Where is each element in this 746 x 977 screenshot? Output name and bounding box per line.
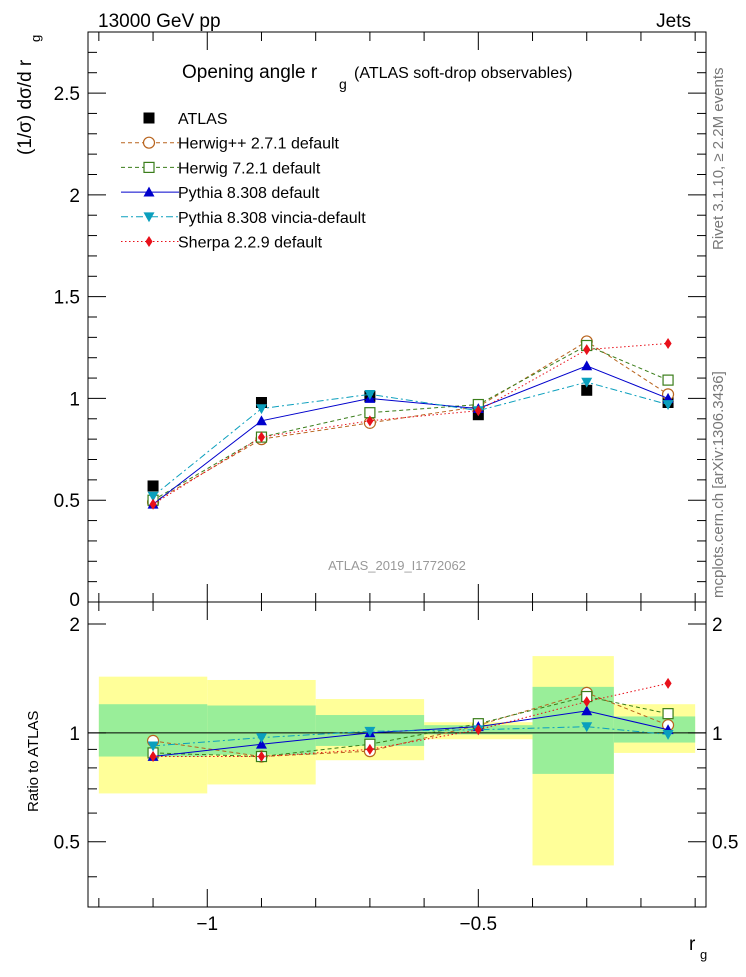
main-point-pythia-8-308-vincia-default (581, 377, 593, 388)
main-plot-panel: ATLAS_2019_I1772062 0.5 1 1.5 2 2.5 0 Opening… (15, 31, 707, 611)
legend-label-atlas: ATLAS (178, 111, 228, 128)
legend-label-herwig-2-7-1-default: Herwig++ 2.7.1 default (178, 136, 340, 153)
ratio-plot-panel: 0.5 0.5 1 1 2 2 −1 −0.5 Ratio to ATLAS r g (25, 601, 738, 962)
main-y-tick-label: 1.5 (54, 288, 80, 309)
legend-marker-sherpa-2-2-9-default (145, 236, 153, 247)
main-line-herwig-7-2-1-default (152, 344, 669, 501)
ratio-point-sherpa-2-2-9-default (149, 751, 157, 763)
legend-marker-herwig-2-7-1-default (142, 136, 156, 149)
plot-title: Opening angle r (182, 62, 318, 83)
plot-title-main: Opening angle r (182, 62, 318, 83)
x-axis-label: r (689, 934, 696, 955)
main-line-pythia-8-308-default (152, 365, 669, 505)
main-point-sherpa-2-2-9-default (583, 344, 591, 356)
ratio-line-pythia-8-308-default (152, 710, 669, 758)
main-y-tick-label: 2 (69, 186, 80, 207)
legend-label-sherpa-2-2-9-default: Sherpa 2.2.9 default (178, 235, 323, 252)
ratio-y-tick-label-right: 1 (712, 724, 723, 745)
ratio-point-sherpa-2-2-9-default (366, 743, 374, 755)
ratio-y-tick-label: 0.5 (54, 833, 80, 854)
main-point-pythia-8-308-vincia-default (364, 389, 376, 400)
main-series-group (146, 335, 675, 510)
main-point-atlas (147, 480, 159, 492)
main-point-atlas (581, 384, 593, 396)
legend-label-pythia-8-308-default: Pythia 8.308 default (178, 185, 320, 202)
process-label: Jets (656, 11, 691, 32)
plot-title-suffix: (ATLAS soft-drop observables) (354, 65, 572, 82)
ratio-point-sherpa-2-2-9-default (257, 751, 266, 763)
main-point-pythia-8-308-vincia-default (662, 400, 674, 411)
main-y-axis-label-subscript: g (28, 35, 43, 42)
ratio-point-pythia-8-308-vincia-default (147, 741, 159, 752)
ratio-point-pythia-8-308-vincia-default (364, 726, 376, 737)
legend-marker-pythia-8-308-vincia-default (143, 212, 155, 223)
ratio-point-pythia-8-308-vincia-default (255, 733, 267, 744)
x-tick-label: −1 (196, 914, 218, 935)
legend: ATLAS Herwig++ 2.7.1 default Herwig 7.2.1 … (121, 111, 366, 252)
ratio-axis-ticks: 0.5 0.5 1 1 2 2 −1 −0.5 (54, 602, 738, 935)
ratio-point-sherpa-2-2-9-default (664, 677, 672, 689)
ratio-band-green (532, 686, 614, 774)
plot-title-subscript: g (339, 76, 347, 92)
ratio-series-group (146, 677, 675, 763)
main-y-axis-label: (1/σ) dσ/d r (15, 59, 36, 155)
x-tick-label: −0.5 (460, 914, 498, 935)
ratio-y-tick-label-right: 2 (712, 615, 723, 636)
main-point-pythia-8-308-default (581, 360, 593, 371)
main-line-sherpa-2-2-9-default (152, 342, 669, 505)
ratio-line-pythia-8-308-vincia-default (153, 726, 669, 747)
main-point-pythia-8-308-default (255, 415, 267, 426)
energy-label: 13000 GeV pp (98, 11, 221, 32)
main-point-sherpa-2-2-9-default (257, 431, 266, 443)
ratio-y-tick-label-right: 0.5 (712, 833, 738, 854)
ratio-point-herwig-7-2-1-default (662, 708, 674, 720)
ratio-plot-frame (87, 601, 707, 908)
main-y-tick-label: 1 (69, 389, 80, 410)
legend-marker-pythia-8-308-default (143, 186, 155, 197)
ratio-y-tick-label: 1 (69, 724, 80, 745)
legend-marker-atlas (143, 112, 155, 124)
main-y-tick-label: 2.5 (54, 84, 80, 105)
main-y-tick-label: 0.5 (54, 491, 80, 512)
ratio-uncertainty-bands (98, 656, 696, 866)
main-point-sherpa-2-2-9-default (474, 405, 482, 417)
legend-label-pythia-8-308-vincia-default: Pythia 8.308 vincia-default (178, 210, 366, 227)
main-point-sherpa-2-2-9-default (664, 337, 672, 349)
legend-marker-herwig-7-2-1-default (143, 161, 155, 173)
ratio-point-sherpa-2-2-9-default (583, 696, 591, 708)
main-line-herwig-2-7-1-default (152, 340, 669, 503)
main-point-sherpa-2-2-9-default (366, 415, 374, 427)
mcplots-label: mcplots.cern.ch [arXiv:1306.3436] (710, 371, 727, 598)
ratio-point-sherpa-2-2-9-default (474, 724, 482, 736)
main-axis-ticks: 0.5 1 1.5 2 2.5 0 (54, 32, 706, 611)
ratio-point-pythia-8-308-vincia-default (581, 722, 593, 733)
main-point-sherpa-2-2-9-default (149, 498, 157, 510)
main-point-pythia-8-308-vincia-default (255, 404, 267, 415)
legend-label-herwig-7-2-1-default: Herwig 7.2.1 default (178, 160, 321, 177)
main-line-pythia-8-308-vincia-default (152, 381, 669, 497)
ratio-y-tick-label: 2 (69, 615, 80, 636)
plot-watermark: ATLAS_2019_I1772062 (328, 558, 466, 573)
main-point-atlas (255, 397, 267, 408)
ratio-line-sherpa-2-2-9-default (153, 682, 669, 758)
main-point-pythia-8-308-vincia-default (147, 491, 159, 502)
rivet-label: Rivet 3.1.10, ≥ 2.2M events (710, 68, 727, 251)
ratio-point-pythia-8-308-default (581, 705, 593, 716)
main-y-tick-label: 0 (69, 590, 80, 611)
ratio-y-axis-label: Ratio to ATLAS (25, 711, 42, 812)
ratio-point-pythia-8-308-default (255, 738, 267, 749)
ratio-point-pythia-8-308-vincia-default (662, 730, 674, 740)
x-axis-label-subscript: g (700, 947, 707, 962)
main-point-herwig-7-2-1-default (662, 374, 674, 386)
